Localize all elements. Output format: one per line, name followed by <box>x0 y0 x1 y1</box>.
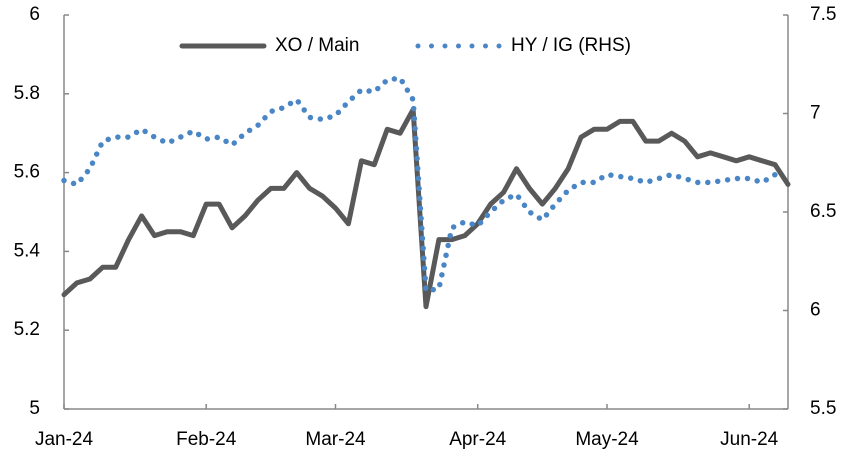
y-tick-label: 5 <box>29 398 40 419</box>
series-line <box>61 75 778 294</box>
y2-tick-label: 6.5 <box>810 201 836 222</box>
legend-label: HY / IG (RHS) <box>511 35 631 56</box>
x-tick-label: Apr-24 <box>449 429 506 450</box>
x-tick-label: Mar-24 <box>305 429 366 450</box>
series-line <box>61 107 791 310</box>
y2-tick-label: 7 <box>810 103 821 124</box>
y-tick-label: 5.6 <box>14 162 40 183</box>
y2-tick-label: 5.5 <box>810 398 836 419</box>
y2-tick-label: 6 <box>810 300 821 321</box>
legend-label: XO / Main <box>275 35 359 56</box>
y2-tick-label: 7.5 <box>810 4 836 25</box>
y-tick-label: 5.2 <box>14 319 40 340</box>
x-tick-label: Jan-24 <box>35 429 94 450</box>
y-tick-label: 6 <box>29 4 40 25</box>
x-tick-label: Feb-24 <box>176 429 237 450</box>
x-tick-label: Jun-24 <box>720 429 779 450</box>
x-tick-label: May-24 <box>575 429 639 450</box>
y-tick-label: 5.4 <box>14 240 41 261</box>
y-tick-label: 5.8 <box>14 83 40 104</box>
